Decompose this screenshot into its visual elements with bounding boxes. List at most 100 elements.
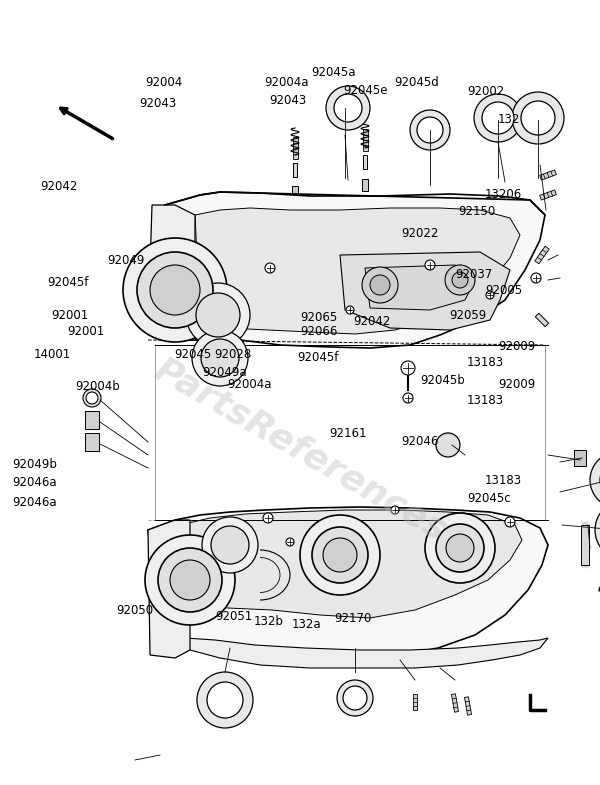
Circle shape	[207, 682, 243, 718]
Text: 92059: 92059	[449, 309, 486, 322]
Text: 13183: 13183	[485, 474, 522, 487]
Bar	[293, 163, 297, 177]
Circle shape	[334, 94, 362, 122]
Bar	[362, 179, 368, 191]
Text: 92005: 92005	[485, 284, 522, 297]
Circle shape	[403, 393, 413, 403]
Circle shape	[211, 526, 249, 564]
Circle shape	[170, 560, 210, 600]
Bar	[85, 433, 99, 451]
Polygon shape	[155, 638, 548, 668]
Circle shape	[286, 538, 294, 546]
Bar	[539, 190, 556, 200]
Text: 92161: 92161	[329, 427, 366, 440]
Polygon shape	[340, 252, 510, 330]
Polygon shape	[180, 510, 522, 618]
Circle shape	[337, 680, 373, 716]
Circle shape	[474, 94, 522, 142]
Text: 92045f: 92045f	[47, 276, 89, 289]
Bar	[464, 697, 472, 715]
Text: 92045f: 92045f	[298, 351, 338, 363]
Text: 92050: 92050	[116, 604, 154, 617]
Circle shape	[202, 517, 258, 573]
Bar	[451, 694, 458, 712]
Text: 92028: 92028	[214, 349, 251, 361]
Bar	[535, 246, 549, 264]
Circle shape	[505, 517, 515, 527]
Text: 92046a: 92046a	[13, 496, 57, 509]
Text: 92045e: 92045e	[344, 84, 388, 97]
Circle shape	[486, 291, 494, 299]
Circle shape	[158, 548, 222, 612]
Text: 92001: 92001	[52, 309, 89, 322]
Bar	[362, 129, 367, 151]
Circle shape	[300, 515, 380, 595]
Circle shape	[145, 535, 235, 625]
Circle shape	[521, 101, 555, 135]
Text: PartsReferences: PartsReferences	[148, 352, 452, 548]
Bar	[293, 137, 298, 159]
Circle shape	[312, 527, 368, 583]
Circle shape	[263, 513, 273, 523]
Bar	[85, 411, 99, 429]
Text: 13183: 13183	[467, 356, 504, 369]
Bar	[574, 450, 586, 466]
Circle shape	[265, 263, 275, 273]
Bar	[581, 525, 589, 565]
Circle shape	[595, 500, 600, 560]
Circle shape	[201, 339, 239, 377]
Text: 92001: 92001	[68, 325, 105, 338]
Circle shape	[150, 265, 200, 315]
Text: 92049a: 92049a	[203, 367, 247, 379]
Text: 92045d: 92045d	[395, 76, 439, 89]
Circle shape	[326, 86, 370, 130]
Circle shape	[446, 534, 474, 562]
Text: 92170: 92170	[334, 612, 371, 625]
Circle shape	[531, 273, 541, 283]
Circle shape	[436, 524, 484, 572]
Text: 132: 132	[497, 113, 520, 126]
Circle shape	[323, 538, 357, 572]
Text: 92037: 92037	[455, 268, 492, 281]
Circle shape	[83, 389, 101, 407]
Circle shape	[346, 306, 354, 314]
Circle shape	[196, 293, 240, 337]
Circle shape	[401, 361, 415, 375]
Circle shape	[86, 392, 98, 404]
Circle shape	[417, 117, 443, 143]
Bar	[292, 186, 298, 198]
Bar	[539, 170, 556, 180]
Text: 92049b: 92049b	[12, 458, 57, 471]
Bar	[413, 694, 417, 710]
Text: 92049: 92049	[107, 254, 145, 267]
Circle shape	[482, 102, 514, 134]
Circle shape	[436, 433, 460, 457]
Text: 92004: 92004	[146, 76, 183, 89]
Circle shape	[137, 252, 213, 328]
Text: 92046a: 92046a	[13, 476, 57, 489]
Text: 92066: 92066	[300, 325, 337, 338]
Text: 92042: 92042	[353, 316, 390, 328]
Circle shape	[590, 452, 600, 508]
Polygon shape	[148, 205, 195, 340]
Text: 92004a: 92004a	[227, 378, 271, 391]
Circle shape	[192, 330, 248, 386]
Text: 92045: 92045	[175, 349, 212, 361]
Text: 14001: 14001	[34, 349, 71, 361]
Circle shape	[343, 686, 367, 710]
Polygon shape	[148, 520, 190, 658]
Circle shape	[512, 92, 564, 144]
Text: 13206: 13206	[485, 188, 522, 201]
Text: 92043: 92043	[269, 94, 306, 107]
Polygon shape	[148, 507, 548, 658]
Text: 132b: 132b	[254, 615, 284, 628]
Circle shape	[362, 267, 398, 303]
Circle shape	[425, 513, 495, 583]
Text: 92043: 92043	[140, 97, 177, 110]
Text: 92045a: 92045a	[311, 66, 355, 78]
Polygon shape	[365, 265, 475, 310]
Circle shape	[391, 506, 399, 514]
Polygon shape	[148, 192, 545, 348]
Text: 92150: 92150	[458, 206, 496, 218]
Text: 92045c: 92045c	[467, 492, 511, 505]
